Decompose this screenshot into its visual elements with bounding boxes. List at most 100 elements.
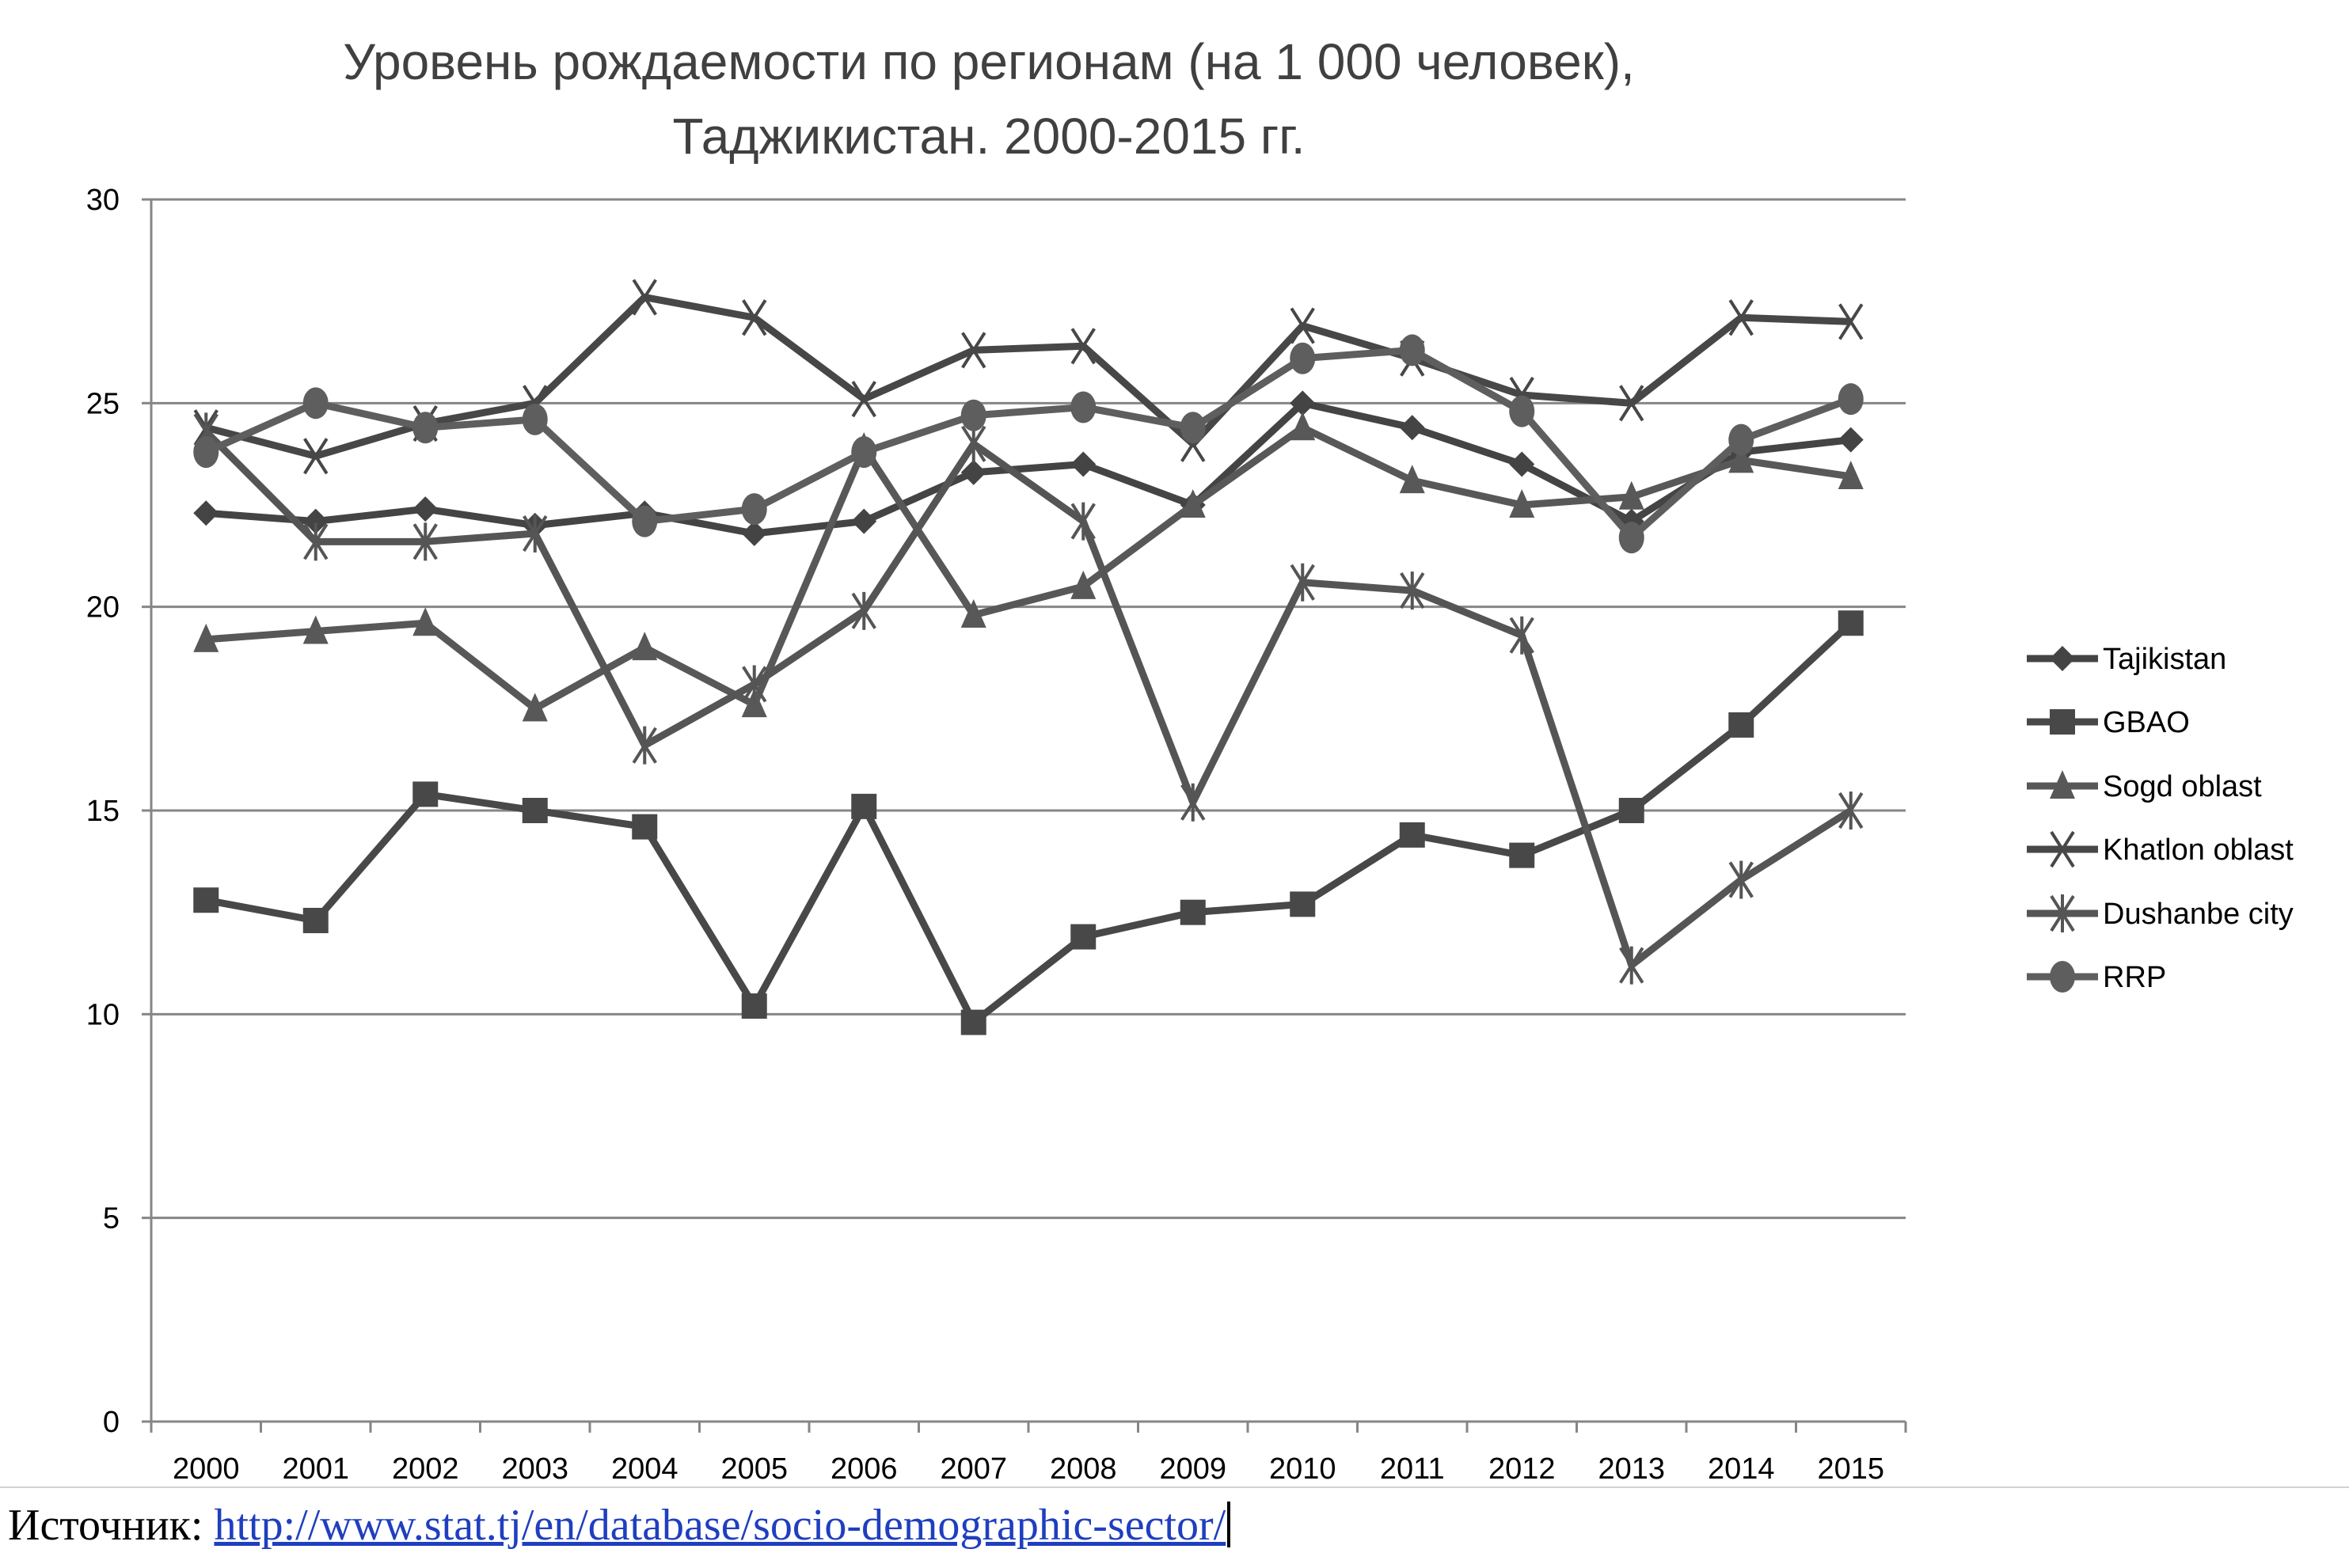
x-marker [303,438,329,475]
triangle-marker [1618,480,1644,510]
circle-marker [851,436,877,469]
x-tick-label: 2012 [1488,1452,1556,1486]
square-marker [193,887,219,913]
y-tick-label: 25 [86,387,120,420]
square-marker [1180,899,1206,925]
diamond-marker [412,496,439,522]
square-marker [1728,712,1754,738]
axes: 0 5 10 15 20 25 30 2000 2001 2002 2003 2004 2005 2006… [86,184,1907,1486]
circle-marker [193,436,219,469]
series-gbao [193,610,1864,1035]
x-tick-label: 2005 [720,1452,788,1486]
y-tick-label: 5 [103,1202,120,1236]
square-marker [2050,709,2075,735]
text-cursor [1227,1502,1231,1547]
x-tick-label: 2014 [1708,1452,1775,1486]
series-line [205,620,1853,1027]
legend-label: Khatlon oblast [2103,833,2294,867]
star-marker [303,522,329,561]
circle-marker [1838,383,1864,416]
x-tick-label: 2000 [173,1452,240,1486]
circle-marker [741,493,767,526]
square-marker [741,993,767,1019]
triangle-marker [2050,770,2075,799]
x-tick-label: 2007 [940,1452,1007,1486]
x-tick-label: 2010 [1269,1452,1336,1486]
diamond-marker [1290,390,1316,416]
legend-item: Dushanbe city [2027,894,2294,932]
x-tick-label: 2009 [1159,1452,1226,1486]
circle-marker [632,505,658,537]
x-tick-label: 2001 [282,1452,349,1486]
circle-marker [522,403,548,435]
diamond-marker [302,508,329,534]
triangle-marker [1180,489,1206,518]
triangle-marker [632,632,658,661]
source-link[interactable]: http://www.stat.tj/en/database/socio-dem… [214,1501,1226,1550]
square-marker [632,814,658,840]
circle-marker [302,387,329,420]
legend-item: Khatlon oblast [2027,830,2294,868]
diamond-marker [741,521,767,547]
x-tick-label: 2008 [1050,1452,1117,1486]
legend-item: Tajikistan [2027,643,2226,676]
series-dushanbe-city [193,412,1864,985]
x-marker [961,332,986,369]
triangle-marker [1509,489,1535,518]
star-marker [1400,571,1425,610]
legend-label: Tajikistan [2103,643,2226,676]
triangle-marker [1728,444,1754,473]
x-tick-label: 2013 [1598,1452,1665,1486]
square-marker [1618,798,1644,823]
y-tick-label: 30 [86,184,120,217]
square-marker [1399,822,1425,848]
square-marker [1509,842,1535,868]
diamond-marker [193,500,219,526]
x-tick-label: 2015 [1817,1452,1884,1486]
legend-item: RRP [2027,961,2166,994]
series-line [205,423,1852,712]
diamond-marker [1509,451,1535,477]
circle-marker [1070,391,1097,423]
legend-label: GBAO [2103,706,2190,739]
diamond-marker [960,459,986,485]
square-marker [1838,610,1864,636]
series-rrp [193,334,1864,554]
star-marker [1290,563,1315,602]
square-marker [1290,891,1316,917]
x-marker [1728,299,1754,336]
triangle-marker [1290,412,1316,441]
legend-item: GBAO [2027,706,2190,739]
triangle-marker [412,607,439,636]
diamond-marker [1070,451,1097,477]
y-tick-label: 15 [86,795,120,828]
x-marker [851,381,876,418]
legend-label: Dushanbe city [2103,898,2294,931]
legend-item: Sogd oblast [2027,770,2262,803]
series-line [203,429,1853,970]
x-marker [632,279,657,316]
x-tick-label: 2004 [611,1452,678,1486]
chart-title-line-2: Таджикистан. 2000-2015 гг. [672,108,1305,165]
square-marker [522,798,548,823]
star-marker [1180,783,1206,822]
star-marker [742,665,767,704]
x-marker [1838,303,1864,340]
circle-marker [1618,522,1644,554]
triangle-marker [302,615,329,644]
series-khatlon-oblast [193,279,1864,475]
y-tick-label: 0 [103,1406,120,1439]
circle-marker [1509,395,1535,427]
star-marker [1619,946,1644,985]
star-marker [2050,894,2075,932]
circle-marker [1290,342,1316,374]
star-marker [523,514,548,553]
series-line [205,294,1851,460]
series-lines [193,279,1864,1035]
star-marker [1838,792,1864,830]
gridlines [151,198,1906,1220]
y-tick-label: 10 [86,998,120,1031]
triangle-marker [1070,570,1097,599]
series-sogd-oblast [193,412,1864,722]
